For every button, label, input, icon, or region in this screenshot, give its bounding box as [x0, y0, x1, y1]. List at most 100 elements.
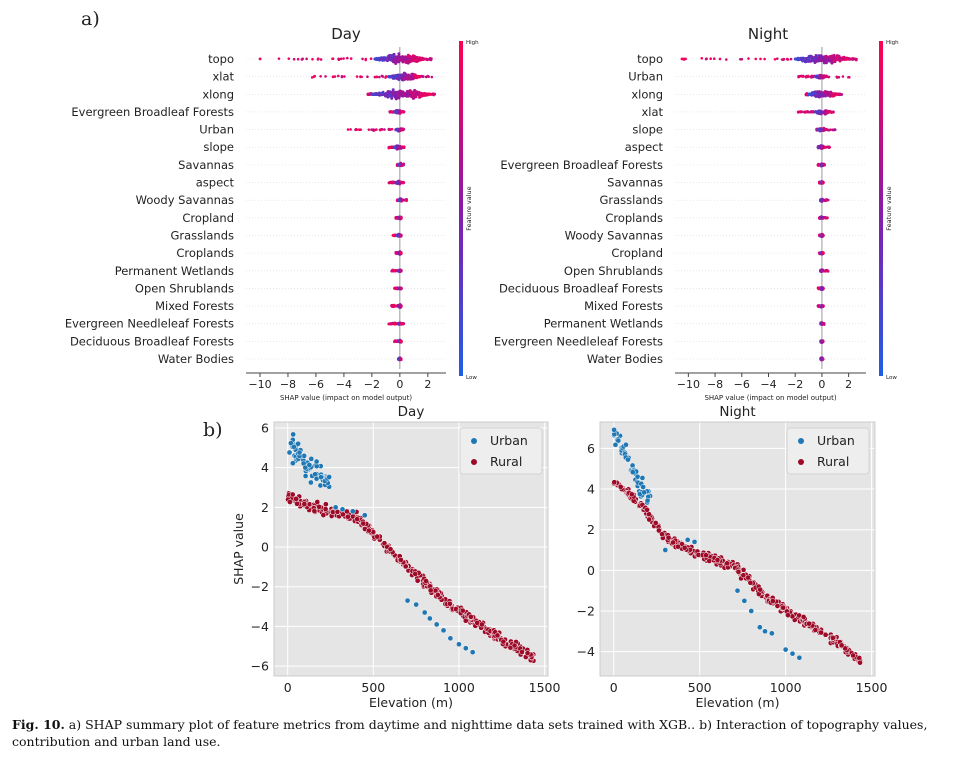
- colorbar: [879, 41, 883, 376]
- shap-point: [828, 110, 832, 114]
- data-point: [423, 578, 429, 584]
- data-point: [856, 655, 863, 661]
- shap-point: [805, 75, 809, 78]
- shap-point: [397, 110, 401, 114]
- shap-point: [817, 109, 821, 113]
- feature-label: Mixed Forests: [584, 299, 663, 313]
- shap-point: [394, 251, 398, 255]
- shap-point: [803, 111, 807, 114]
- shap-point: [405, 199, 408, 203]
- data-point: [459, 607, 466, 614]
- chart-title: Night: [748, 25, 788, 43]
- data-point: [628, 491, 635, 498]
- feature-label: Deciduous Broadleaf Forests: [499, 281, 663, 295]
- colorbar-label: Feature value: [885, 186, 893, 230]
- x-tick-label: 1500: [529, 680, 561, 695]
- legend: Urban Rural: [786, 427, 870, 475]
- shap-point: [809, 54, 813, 58]
- data-point: [762, 628, 768, 635]
- beeswarm-row: [258, 52, 433, 65]
- beeswarm-row: [393, 338, 403, 344]
- shap-point: [820, 304, 824, 308]
- beeswarm-row: [680, 53, 858, 65]
- data-point: [714, 557, 721, 563]
- beeswarm-row: [391, 232, 403, 238]
- shap-point: [343, 75, 346, 78]
- beeswarm-row: [816, 304, 825, 309]
- shap-point: [786, 58, 790, 61]
- feature-label: Urban: [628, 70, 663, 84]
- shap-point: [411, 54, 415, 58]
- shap-point: [754, 57, 758, 61]
- shap-point: [388, 75, 392, 79]
- x-tick-label: 0: [396, 378, 403, 391]
- data-point: [681, 544, 688, 551]
- shap-point: [816, 75, 820, 79]
- x-tick-label: −10: [677, 378, 700, 391]
- shap-point: [312, 75, 316, 78]
- data-point: [374, 533, 381, 540]
- shap-point: [700, 56, 704, 60]
- dependence-plot-night: 0 500 1000 1500 −4 −2 0 2 4 6 Elevation (m) Night Ur…: [577, 404, 888, 710]
- shap-point: [399, 216, 403, 220]
- beeswarm-row: [819, 339, 825, 344]
- beeswarm-row: [797, 73, 851, 80]
- shap-point: [401, 58, 405, 62]
- beeswarm-row: [397, 356, 403, 362]
- data-point: [427, 587, 434, 594]
- colorbar-high-label: High: [466, 40, 479, 46]
- feature-label: Open Shrublands: [135, 281, 234, 295]
- shap-point: [413, 88, 417, 92]
- shap-point: [406, 91, 410, 95]
- beeswarm-row: [394, 215, 403, 221]
- data-point: [289, 491, 296, 498]
- data-point: [774, 603, 781, 609]
- feature-label: Grasslands: [171, 228, 235, 242]
- shap-point: [827, 75, 831, 79]
- data-point: [421, 609, 428, 616]
- shap-point: [390, 53, 394, 57]
- shap-point: [427, 92, 431, 96]
- feature-label: xlat: [212, 70, 234, 84]
- feature-label: Water Bodies: [158, 352, 234, 366]
- feature-label: Deciduous Broadleaf Forests: [70, 334, 234, 348]
- shap-point: [390, 95, 394, 99]
- shap-point: [820, 215, 824, 219]
- data-point: [639, 475, 646, 481]
- data-point: [734, 587, 741, 594]
- data-point: [332, 504, 339, 511]
- shap-point: [349, 128, 352, 131]
- shap-point: [402, 322, 406, 326]
- shap-point: [820, 339, 824, 343]
- data-point: [462, 645, 469, 652]
- shap-point: [384, 75, 388, 78]
- data-point: [800, 614, 807, 620]
- data-point: [644, 506, 650, 513]
- shap-point: [830, 54, 834, 58]
- data-point: [812, 627, 819, 633]
- legend-marker-rural: [471, 459, 477, 465]
- legend-marker-urban: [798, 438, 804, 444]
- shap-point: [411, 96, 415, 100]
- shap-point: [820, 145, 824, 149]
- shap-point: [390, 127, 394, 131]
- data-point: [611, 479, 618, 486]
- beeswarm-row: [366, 88, 437, 101]
- shap-point: [400, 110, 404, 114]
- shap-point: [812, 74, 815, 78]
- shap-point: [820, 286, 824, 290]
- shap-point: [797, 75, 800, 79]
- shap-point: [397, 162, 401, 166]
- beeswarm-row: [394, 250, 403, 256]
- data-point: [670, 539, 676, 546]
- data-point: [440, 627, 447, 634]
- shap-point: [354, 127, 358, 131]
- data-point: [838, 642, 845, 649]
- data-point: [756, 624, 763, 631]
- shap-point: [824, 269, 828, 273]
- shap-point: [427, 58, 431, 61]
- beeswarm-row: [393, 286, 403, 291]
- shap-point: [367, 128, 371, 131]
- x-tick-label: −6: [308, 378, 324, 391]
- feature-label: Grasslands: [600, 193, 664, 207]
